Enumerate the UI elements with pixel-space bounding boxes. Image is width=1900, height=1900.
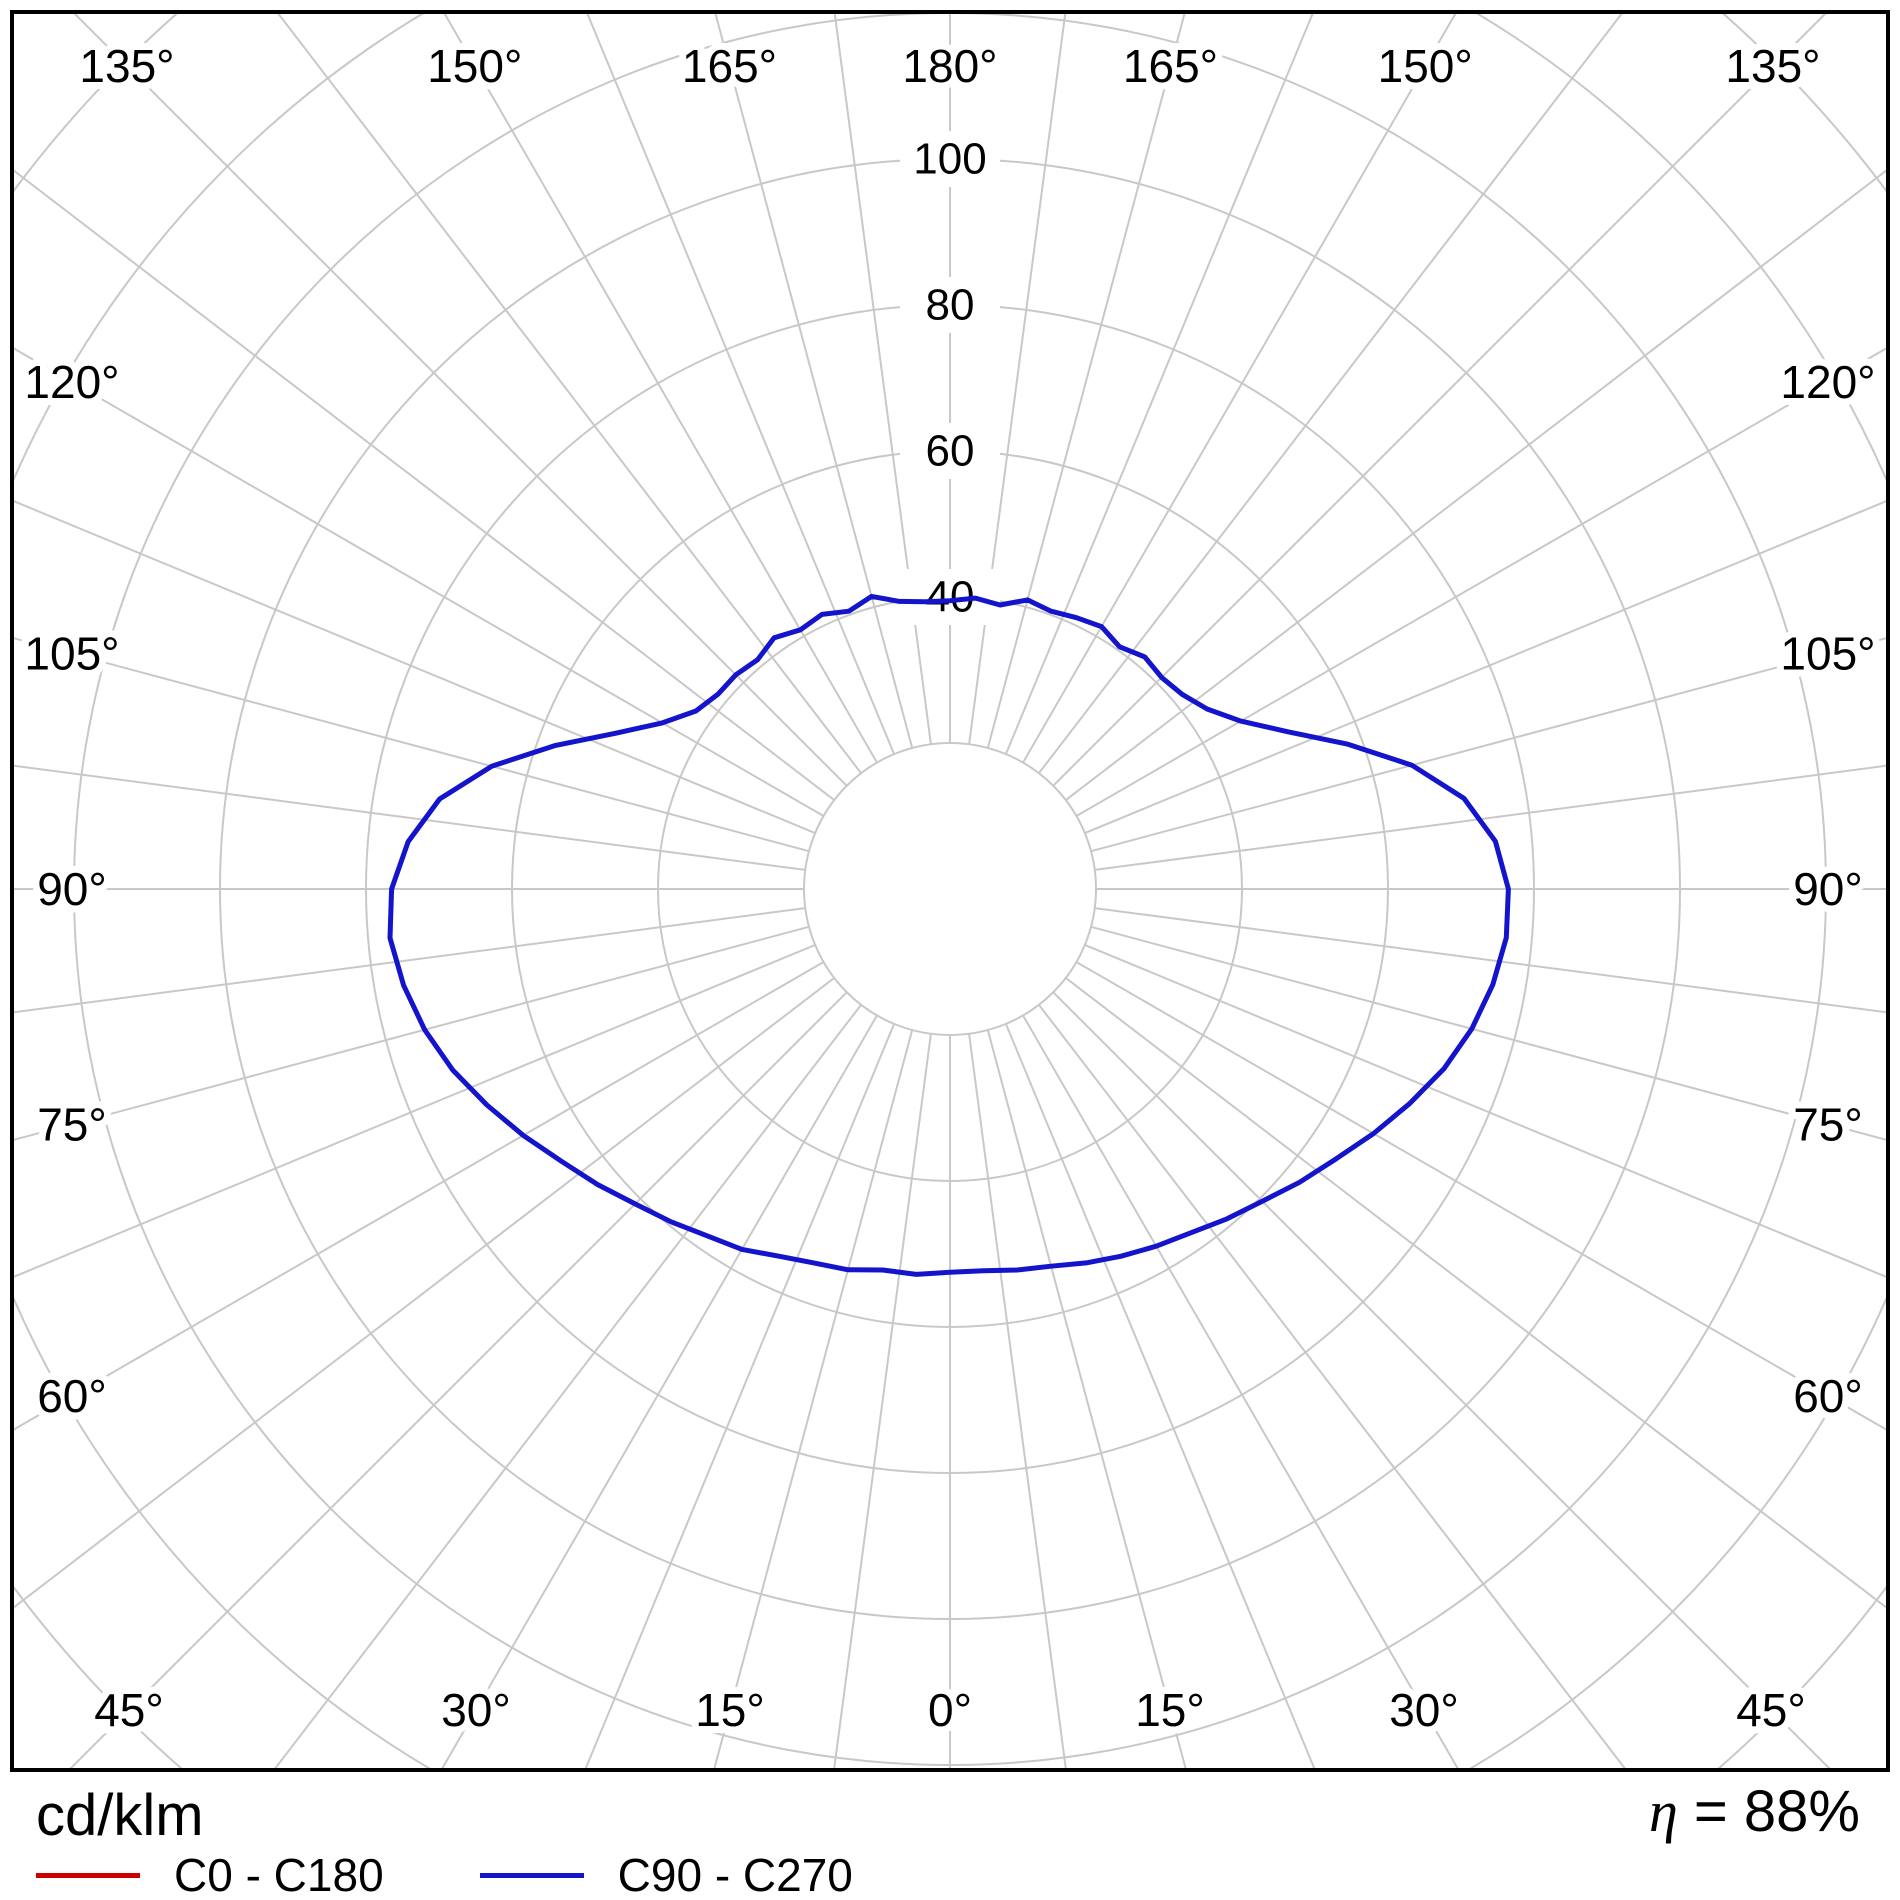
angle-label: 75° [1793, 1098, 1863, 1150]
grid-circle [803, 742, 1097, 1036]
angle-label: 165° [682, 40, 777, 92]
grid-spoke [1094, 907, 1886, 1014]
radial-label-mask [900, 277, 1000, 333]
c0-c180-line-swatch [36, 1872, 140, 1878]
grid-spoke [1065, 977, 1886, 1609]
grid-spoke [443, 14, 878, 764]
grid-spoke [1094, 764, 1886, 871]
angle-label: 105° [1780, 628, 1875, 680]
angle-label: 45° [1736, 1684, 1806, 1736]
unit-label: cd/klm [36, 1783, 204, 1848]
radial-tick-label: 80 [926, 281, 975, 330]
polar-plot-frame: 40 60 80 100 0° 15° 15° 30° 30° 45° 45° 60° 60° 75° 75… [10, 10, 1890, 1772]
grid-spoke [1084, 500, 1886, 835]
angle-label: 30° [1389, 1684, 1459, 1736]
radial-label-mask [900, 569, 1000, 625]
grid-spoke [14, 907, 806, 1014]
angle-label: 0° [928, 1684, 972, 1736]
grid-spoke [14, 637, 810, 853]
angle-label: 90° [1793, 863, 1863, 915]
legend: C0 - C180 C90 - C270 [36, 1848, 853, 1900]
eta-symbol: η [1649, 1779, 1678, 1844]
angle-label: 135° [1725, 40, 1820, 92]
angle-label: 150° [427, 40, 522, 92]
grid-spoke [968, 1033, 1067, 1768]
intensity-curves [387, 593, 1511, 1277]
grid-spoke [713, 1029, 914, 1768]
grid-spoke [714, 14, 914, 749]
radial-tick-label: 100 [913, 135, 986, 184]
efficiency-value: = 88% [1677, 1779, 1860, 1844]
angle-label: 90° [37, 863, 107, 915]
grid-spoke [833, 14, 932, 745]
grid-spoke [586, 14, 896, 755]
grid-spoke [14, 943, 816, 1278]
grid-spoke [986, 1029, 1187, 1768]
grid-spoke [1052, 991, 1831, 1768]
legend-label-c90-c270: C90 - C270 [617, 1849, 853, 1900]
angle-label: 45° [94, 1684, 164, 1736]
angle-label: 150° [1378, 40, 1473, 92]
angle-label: 15° [695, 1684, 765, 1736]
grid-spoke [1075, 961, 1886, 1431]
grid-spoke [833, 1033, 932, 1768]
grid-spoke [1084, 943, 1886, 1278]
angle-label: 120° [24, 356, 119, 408]
grid-spoke [1038, 1004, 1626, 1768]
grid-spoke [69, 991, 848, 1768]
angle-label: 135° [79, 40, 174, 92]
grid-spoke [1090, 925, 1886, 1141]
legend-item-c90-c270: C90 - C270 [479, 1848, 853, 1900]
c90-c270-line-swatch [479, 1872, 584, 1878]
angle-label: 75° [37, 1098, 107, 1150]
grid-spoke [14, 977, 835, 1609]
grid-spoke [584, 1023, 896, 1768]
grid-spoke [1090, 637, 1886, 853]
grid-spoke [14, 961, 825, 1431]
grid-spoke [441, 1014, 878, 1768]
angle-label: 15° [1135, 1684, 1205, 1736]
angle-label: 105° [24, 628, 119, 680]
angle-label: 165° [1123, 40, 1218, 92]
angle-labels: 0° 15° 15° 30° 30° 45° 45° 60° 60° 75° 75° 90° 90° 10… [17, 33, 1882, 1743]
grid-spoke [1052, 14, 1827, 787]
grid-spoke [274, 1004, 862, 1768]
radial-label-mask [900, 131, 1000, 187]
grid-spoke [277, 14, 862, 774]
grid-spoke [73, 14, 848, 787]
grid-spoke [1075, 347, 1886, 817]
polar-grid [14, 14, 1886, 1768]
legend-item-c0-c180: C0 - C180 [36, 1848, 384, 1900]
radial-tick-label: 60 [926, 427, 975, 476]
grid-spoke [14, 347, 825, 817]
angle-label: 60° [1793, 1370, 1863, 1422]
efficiency-label: η = 88% [1649, 1778, 1860, 1845]
grid-spoke [14, 925, 810, 1141]
grid-spoke [968, 14, 1067, 745]
grid-spoke [14, 500, 816, 835]
angle-label: 30° [441, 1684, 511, 1736]
grid-spoke [14, 169, 835, 801]
legend-label-c0-c180: C0 - C180 [174, 1849, 384, 1900]
grid-spoke [1022, 1014, 1459, 1768]
grid-spoke [1065, 169, 1886, 801]
angle-label: 120° [1780, 356, 1875, 408]
angle-label: 180° [902, 40, 997, 92]
grid-spoke [1038, 14, 1623, 774]
grid-spoke [986, 14, 1186, 749]
grid-spoke [1022, 14, 1457, 764]
radial-label-mask [900, 423, 1000, 479]
angle-label: 60° [37, 1370, 107, 1422]
grid-spoke [1004, 1023, 1316, 1768]
grid-spoke [14, 764, 806, 871]
curve-c90-c270 [387, 593, 1511, 1277]
grid-spoke [1004, 14, 1314, 755]
